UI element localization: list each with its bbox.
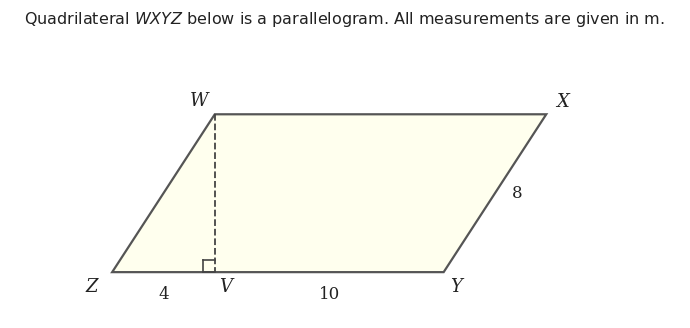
Text: Z: Z xyxy=(86,278,98,297)
Text: Y: Y xyxy=(450,278,462,297)
Text: 8: 8 xyxy=(512,185,523,202)
Text: W: W xyxy=(190,92,208,110)
Text: X: X xyxy=(555,93,569,111)
Text: 4: 4 xyxy=(158,286,169,303)
Text: V: V xyxy=(219,278,232,297)
Text: 10: 10 xyxy=(319,286,340,303)
Text: Quadrilateral $\mathit{W}$$\mathit{X}$$\mathit{Y}$$\mathit{Z}$ below is a parall: Quadrilateral $\mathit{W}$$\mathit{X}$$\… xyxy=(24,10,665,29)
Polygon shape xyxy=(112,114,546,272)
